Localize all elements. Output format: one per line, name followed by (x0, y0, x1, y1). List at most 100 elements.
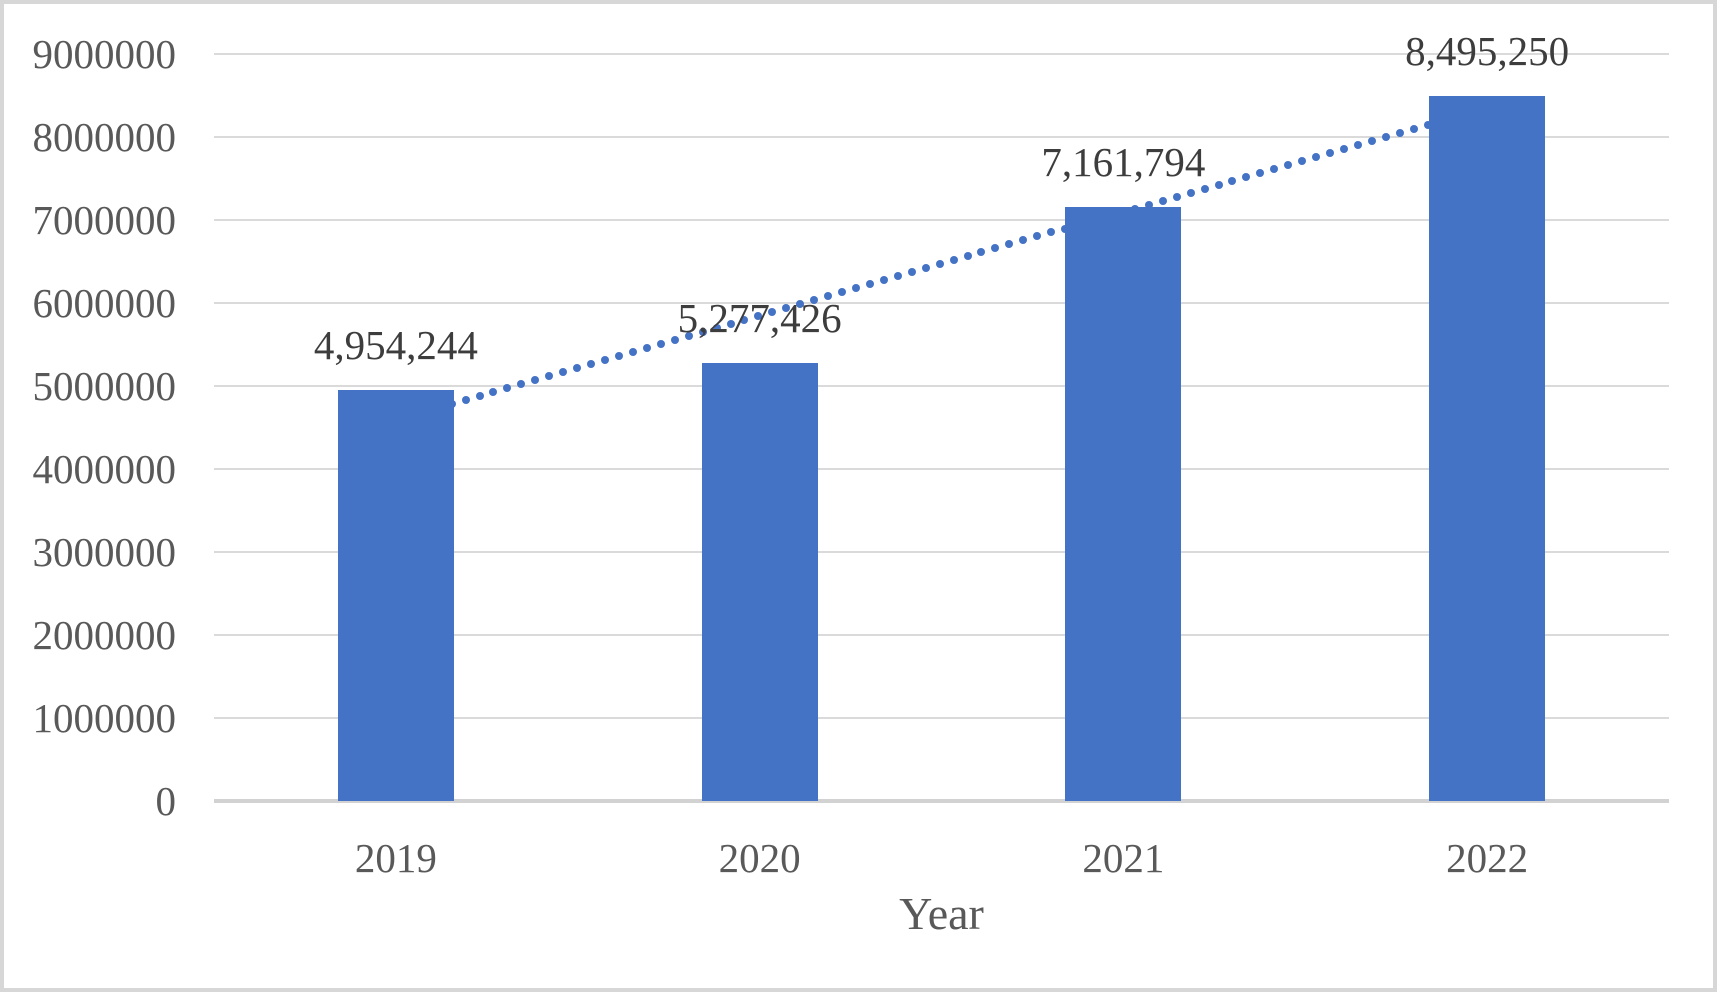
trendline-dot (865, 280, 874, 289)
gridline (214, 385, 1669, 387)
x-axis-tick-label-2022: 2022 (1446, 835, 1529, 881)
trendline-dot (768, 308, 777, 317)
y-axis-tick-label: 5000000 (32, 363, 177, 409)
trendline-dot (949, 256, 958, 265)
trendline-dot (796, 300, 805, 309)
y-axis-tick-label: 1000000 (32, 695, 177, 741)
trendline-dot (852, 284, 860, 293)
y-axis-tick-label: 3000000 (32, 529, 177, 575)
trendline-dot (1270, 164, 1279, 173)
trendline-dot (1242, 172, 1251, 181)
trendline-dot (1228, 176, 1237, 185)
gridline (214, 53, 1669, 55)
trendline-dot (656, 339, 665, 348)
bar-2019 (337, 389, 454, 801)
trendline-dot (601, 355, 610, 364)
trendline-dot (810, 296, 819, 305)
gridline (214, 551, 1669, 553)
trendline-dot (1061, 224, 1070, 233)
gridline (214, 302, 1669, 304)
trendline-dot (489, 387, 498, 396)
bar-2022 (1429, 95, 1546, 801)
trendline-dot (712, 324, 721, 332)
gridline (214, 634, 1669, 636)
trendline-dot (921, 264, 930, 273)
gridline (214, 468, 1669, 470)
trendline-dot (754, 312, 763, 321)
trendline-dot (1353, 140, 1362, 149)
trendline-dot (461, 395, 470, 404)
gridline (214, 136, 1669, 138)
trendline-dot (935, 260, 944, 269)
trendline-dot (587, 359, 596, 368)
trendline-dot (977, 248, 986, 257)
x-axis-tick-label-2020: 2020 (718, 835, 801, 881)
trendline-dot (1033, 232, 1042, 241)
trendline-dot (893, 272, 902, 281)
trendline-dot (740, 316, 749, 325)
trendline-dot (1395, 129, 1404, 138)
trendline-dot (698, 327, 707, 336)
trendline-dot (1284, 160, 1293, 169)
bar-2021 (1065, 206, 1182, 801)
bar-chart-plot-area: 0 1000000 2000000 3000000 4000000 5000000 6000… (4, 4, 1713, 988)
trendline-dot (573, 363, 582, 372)
trendline-dot (1423, 121, 1432, 130)
trendline-dot (1340, 144, 1349, 153)
trendline-dot (1214, 180, 1223, 189)
trendline-dot (1172, 192, 1181, 201)
y-axis-tick-label: 4000000 (32, 446, 177, 492)
trendline-dot (991, 244, 1000, 253)
x-axis-line (214, 799, 1669, 803)
trendline-dot (503, 383, 512, 392)
y-axis-tick-label: 7000000 (32, 197, 177, 243)
trendline-dot (726, 320, 735, 329)
trendline-dot (475, 391, 484, 400)
trendline-dot (545, 371, 554, 380)
trendline-dot (1298, 156, 1307, 165)
trendline-dot (642, 343, 651, 352)
x-axis-title: Year (899, 888, 984, 939)
bar-2020 (701, 362, 818, 801)
data-label-2021: 7,161,794 (1041, 138, 1206, 185)
trendline-dot (1005, 240, 1014, 249)
trendline-dot (782, 304, 791, 313)
trendline-dot (684, 331, 693, 340)
y-axis-tick-label: 9000000 (32, 31, 177, 77)
x-axis-tick-label-2021: 2021 (1082, 835, 1165, 881)
x-axis-tick-label-2019: 2019 (354, 835, 437, 881)
data-label-2020: 5,277,426 (677, 294, 842, 341)
trendline-dot (1019, 236, 1028, 245)
trendline-dot (670, 335, 679, 344)
y-axis-tick-label: 8000000 (32, 114, 177, 160)
trendline-dot (1047, 228, 1056, 237)
trendline-dot (963, 252, 972, 261)
trendline-dot (1326, 148, 1335, 157)
trendline-dot (1158, 196, 1167, 205)
trendline-dot (1144, 200, 1153, 209)
trendline-dot (1186, 188, 1195, 197)
trendline-dot (838, 288, 847, 297)
trendline-dot (1381, 132, 1390, 141)
trendline-dot (907, 268, 916, 277)
trendline-dot (1200, 184, 1209, 193)
y-axis-tick-label: 2000000 (32, 612, 177, 658)
data-label-2019: 4,954,244 (313, 321, 478, 368)
trendline-dot (614, 351, 623, 360)
y-axis-tick-label: 6000000 (32, 280, 177, 326)
trendline-dot (1409, 125, 1418, 134)
trendline-dot (879, 276, 888, 285)
trendline-dot (559, 367, 568, 376)
trendline-dot (517, 379, 526, 388)
gridline (214, 219, 1669, 221)
trendline-dot (824, 292, 833, 301)
trendline-dot (1312, 152, 1321, 161)
gridline (214, 717, 1669, 719)
trendline-dot (1367, 136, 1376, 145)
y-axis-tick-label: 0 (155, 778, 177, 824)
trendline-dot (628, 347, 637, 356)
trendline-dot (1256, 168, 1265, 177)
data-label-2022: 8,495,250 (1405, 27, 1570, 74)
trendline-dot (531, 375, 540, 384)
